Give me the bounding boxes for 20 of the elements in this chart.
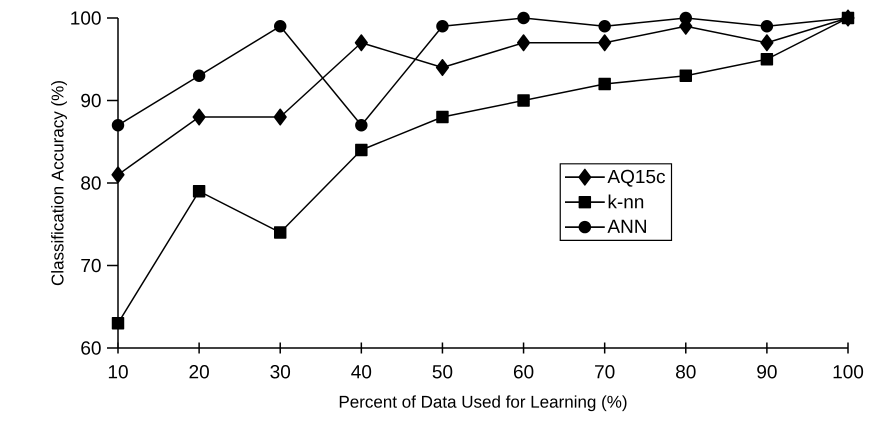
x-tick-label: 90 — [757, 365, 777, 378]
x-tick-label: 70 — [595, 365, 614, 378]
legend-label: ANN — [607, 220, 646, 233]
y-tick-label: 80 — [81, 176, 101, 190]
x-tick-label: 50 — [432, 365, 452, 378]
y-tick-label: 60 — [81, 341, 101, 355]
y-axis-title: Classification Accuracy (%) — [51, 81, 67, 286]
x-tick-label: 60 — [514, 365, 534, 378]
y-tick-label: 70 — [81, 258, 101, 272]
x-tick-label: 80 — [676, 365, 696, 378]
x-tick-label: 10 — [108, 365, 128, 378]
y-tick-label: 90 — [81, 94, 101, 108]
x-axis-title: Percent of Data Used for Learning (%) — [340, 395, 626, 412]
legend-label: k-nn — [608, 194, 644, 208]
x-tick-label: 40 — [351, 365, 372, 378]
x-tick-label: 20 — [190, 365, 209, 378]
legend-label: AQ15c — [607, 170, 666, 187]
y-tick-label: 100 — [71, 11, 101, 25]
x-tick-label: 30 — [270, 365, 290, 378]
x-tick-label: 100 — [834, 365, 864, 378]
